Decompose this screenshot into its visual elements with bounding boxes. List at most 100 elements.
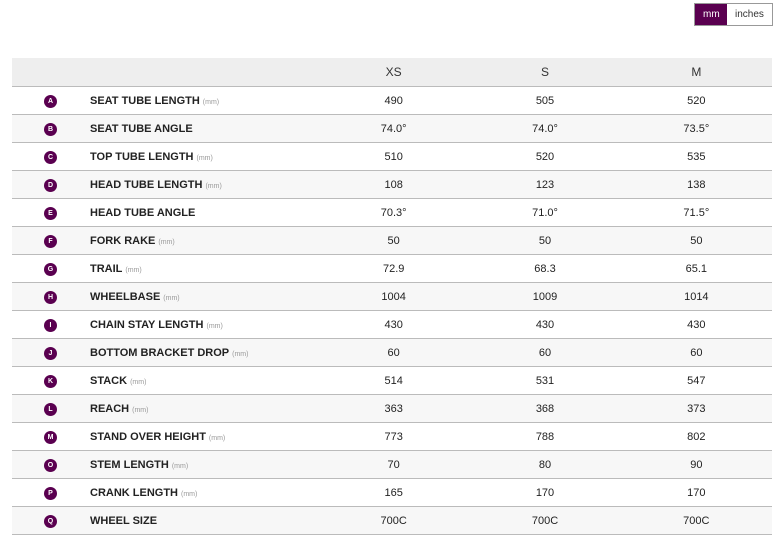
value-cell: 490 xyxy=(318,86,470,115)
value-cell: 430 xyxy=(469,310,621,339)
measure-label: TRAIL xyxy=(90,262,123,275)
key-badge: K xyxy=(44,374,57,388)
value-cell: 430 xyxy=(318,310,470,339)
inches-button[interactable]: inches xyxy=(727,4,772,25)
key-badge: M xyxy=(44,430,57,444)
key-cell: C xyxy=(12,142,90,171)
key-cell: D xyxy=(12,170,90,199)
mm-button[interactable]: mm xyxy=(695,4,727,25)
key-cell: J xyxy=(12,338,90,367)
value-cell: 170 xyxy=(469,478,621,507)
table-row: J BOTTOM BRACKET DROP (mm) 60 60 60 xyxy=(12,338,772,367)
key-badge: L xyxy=(44,402,57,416)
value-cell: 73.5° xyxy=(620,114,772,143)
measure-label: REACH xyxy=(90,402,130,415)
table-row: O STEM LENGTH (mm) 70 80 90 xyxy=(12,450,772,479)
unit-toggle[interactable]: mm inches xyxy=(694,3,773,26)
value-cell: 60 xyxy=(469,338,621,367)
value-cell: 700C xyxy=(469,506,621,535)
key-badge: F xyxy=(44,234,57,248)
measure-label: WHEELBASE xyxy=(90,290,161,303)
label-cell: TRAIL (mm) xyxy=(90,254,318,283)
value-cell: 368 xyxy=(469,394,621,423)
unit-label: (mm) xyxy=(202,98,220,106)
value-cell: 170 xyxy=(620,478,772,507)
table-row: L REACH (mm) 363 368 373 xyxy=(12,394,772,423)
value-cell: 510 xyxy=(318,142,470,171)
measure-label: SEAT TUBE ANGLE xyxy=(90,122,193,135)
measure-label: CHAIN STAY LENGTH xyxy=(90,318,204,331)
table-row: Q WHEEL SIZE 700C 700C 700C xyxy=(12,506,772,535)
value-cell: 430 xyxy=(620,310,772,339)
label-cell: CRANK LENGTH (mm) xyxy=(90,478,318,507)
label-cell: HEAD TUBE LENGTH (mm) xyxy=(90,170,318,199)
value-cell: 60 xyxy=(620,338,772,367)
unit-label: (mm) xyxy=(196,154,213,162)
measure-label: CRANK LENGTH xyxy=(90,486,178,499)
table-row: B SEAT TUBE ANGLE 74.0° 74.0° 73.5° xyxy=(12,114,772,143)
key-badge: O xyxy=(44,458,57,472)
value-cell: 547 xyxy=(620,366,772,395)
value-cell: 138 xyxy=(620,170,772,199)
key-badge: I xyxy=(44,318,57,332)
key-badge: Q xyxy=(44,514,57,528)
label-cell: STAND OVER HEIGHT (mm) xyxy=(90,422,318,451)
key-badge: D xyxy=(44,178,57,192)
key-badge: G xyxy=(44,262,57,276)
key-badge: H xyxy=(44,290,57,304)
value-cell: 65.1 xyxy=(620,254,772,283)
value-cell: 74.0° xyxy=(318,114,470,143)
key-badge: E xyxy=(44,206,57,220)
value-cell: 1014 xyxy=(620,282,772,311)
unit-label: (mm) xyxy=(205,182,222,190)
value-cell: 71.0° xyxy=(469,198,621,227)
value-cell: 50 xyxy=(469,226,621,255)
key-cell: K xyxy=(12,366,90,395)
unit-label: (mm) xyxy=(130,378,147,386)
key-badge: J xyxy=(44,346,57,360)
size-header: XS xyxy=(318,58,470,87)
value-cell: 70.3° xyxy=(318,198,470,227)
value-cell: 1004 xyxy=(318,282,470,311)
value-cell: 1009 xyxy=(469,282,621,311)
key-cell: Q xyxy=(12,506,90,535)
measure-label: BOTTOM BRACKET DROP xyxy=(90,346,230,359)
geometry-table: XS S M A SEAT TUBE LENGTH (mm) 490 505 520 B … xyxy=(12,58,772,535)
value-cell: 700C xyxy=(620,506,772,535)
measure-label: TOP TUBE LENGTH xyxy=(90,150,194,163)
measure-label: STAND OVER HEIGHT xyxy=(90,430,206,443)
table-row: M STAND OVER HEIGHT (mm) 773 788 802 xyxy=(12,422,772,451)
key-cell: F xyxy=(12,226,90,255)
unit-label: (mm) xyxy=(171,462,189,470)
unit-label: (mm) xyxy=(232,350,249,358)
table-row: E HEAD TUBE ANGLE 70.3° 71.0° 71.5° xyxy=(12,198,772,227)
table-row: C TOP TUBE LENGTH (mm) 510 520 535 xyxy=(12,142,772,171)
unit-label: (mm) xyxy=(206,322,223,330)
value-cell: 68.3 xyxy=(469,254,621,283)
value-cell: 123 xyxy=(469,170,621,199)
unit-label: (mm) xyxy=(163,294,180,302)
value-cell: 80 xyxy=(469,450,621,479)
key-cell: L xyxy=(12,394,90,423)
key-badge: B xyxy=(44,122,57,136)
size-header: S xyxy=(469,58,621,87)
value-cell: 108 xyxy=(318,170,470,199)
table-row: G TRAIL (mm) 72.9 68.3 65.1 xyxy=(12,254,772,283)
key-badge: P xyxy=(44,486,57,500)
value-cell: 520 xyxy=(620,86,772,115)
unit-label: (mm) xyxy=(132,406,149,414)
measure-label: SEAT TUBE LENGTH xyxy=(90,94,200,107)
key-header xyxy=(12,58,90,87)
table-header: XS S M xyxy=(12,58,772,87)
key-cell: H xyxy=(12,282,90,311)
table-row: H WHEELBASE (mm) 1004 1009 1014 xyxy=(12,282,772,311)
label-cell: REACH (mm) xyxy=(90,394,318,423)
measure-label: WHEEL SIZE xyxy=(90,514,158,527)
value-cell: 72.9 xyxy=(318,254,470,283)
key-cell: P xyxy=(12,478,90,507)
label-cell: SEAT TUBE LENGTH (mm) xyxy=(90,86,318,115)
unit-label: (mm) xyxy=(181,490,198,498)
label-cell: HEAD TUBE ANGLE xyxy=(90,198,318,227)
key-badge: C xyxy=(44,150,57,164)
value-cell: 773 xyxy=(318,422,470,451)
